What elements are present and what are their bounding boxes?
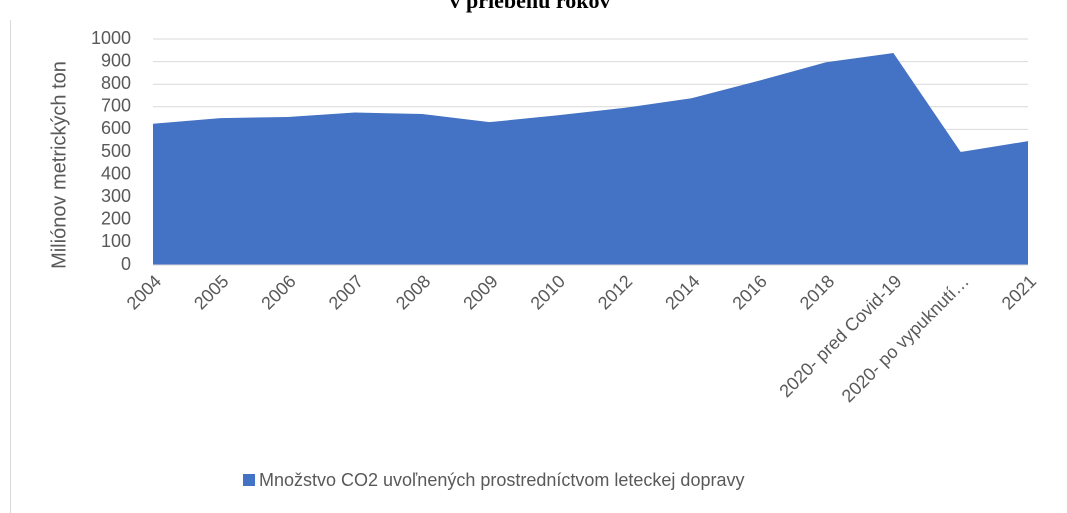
x-tick-label: 2018 [796, 271, 838, 313]
x-tick-label: 2021 [998, 271, 1040, 313]
x-tick-label: 2009 [459, 271, 501, 313]
x-tick-label: 2014 [661, 271, 703, 313]
x-tick-label: 2006 [257, 271, 299, 313]
x-tick-label: 2020- pred Covid-19 [775, 271, 905, 401]
y-tick-label: 1000 [91, 28, 131, 48]
x-tick-label: 2004 [123, 271, 165, 313]
y-tick-label: 100 [101, 231, 131, 251]
y-tick-label: 600 [101, 118, 131, 138]
y-tick-label: 700 [101, 96, 131, 116]
legend-label: Množstvo CO2 uvoľnených prostredníctvom … [259, 470, 744, 490]
x-tick-label: 2008 [392, 271, 434, 313]
y-tick-label: 0 [121, 254, 131, 274]
y-tick-label: 400 [101, 163, 131, 183]
x-tick-label: 2016 [728, 271, 770, 313]
area [153, 53, 1028, 266]
legend-swatch [243, 474, 255, 486]
y-tick-label: 500 [101, 141, 131, 161]
y-axis-label: Miliónov metrických ton [48, 61, 70, 269]
x-tick-label: 2007 [325, 271, 367, 313]
y-tick-label: 200 [101, 209, 131, 229]
chart-title: v priebehu rokov [450, 0, 611, 13]
x-tick-label: 2012 [594, 271, 636, 313]
y-tick-label: 800 [101, 73, 131, 93]
y-tick-label: 300 [101, 186, 131, 206]
x-tick-label: 2005 [190, 271, 232, 313]
x-tick-label: 2010 [527, 271, 569, 313]
x-tick-label: 2020- po vypuknutí… [838, 271, 973, 406]
y-tick-label: 900 [101, 50, 131, 70]
